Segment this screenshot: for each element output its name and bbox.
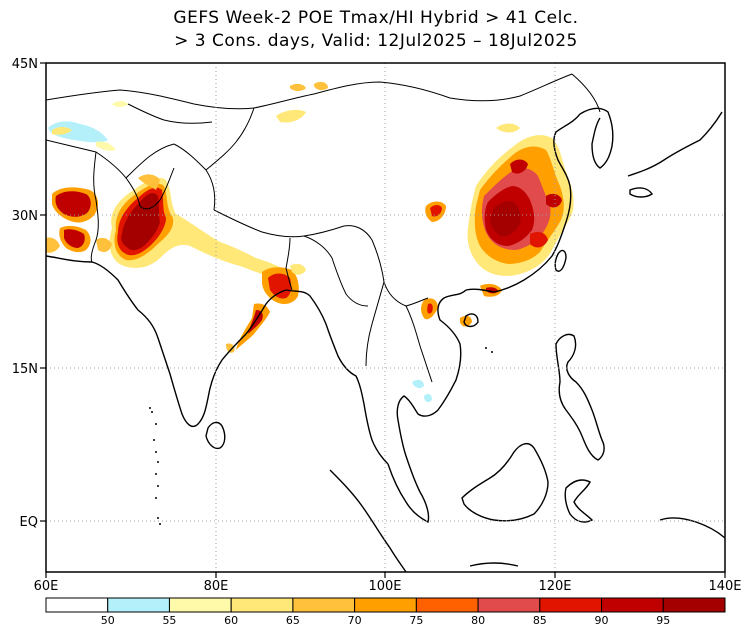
colorbar-label: 55	[162, 614, 176, 627]
lon-label-80e: 80E	[204, 579, 229, 594]
colorbar-label: 70	[348, 614, 362, 627]
gridlines	[46, 63, 725, 572]
colorbar-label: 95	[656, 614, 670, 627]
lat-label-30n: 30N	[12, 209, 38, 224]
lat-label-eq: EQ	[20, 515, 38, 530]
heat-region-mongolia	[290, 83, 306, 91]
colorbar-label: 60	[224, 614, 238, 627]
heat-region-iran-east	[46, 187, 112, 253]
country-borders	[46, 73, 601, 383]
colorbar-swatch	[601, 597, 664, 613]
lat-label-15n: 15N	[12, 362, 38, 377]
coastlines	[46, 107, 725, 572]
lon-label-140e: 140E	[708, 579, 741, 594]
colorbar: 50 55 60 65 70 75 80 85 90 95	[45, 597, 726, 627]
colorbar-swatch	[292, 597, 356, 613]
lon-label-100e: 100E	[368, 579, 401, 594]
heat-region-pakistan	[109, 174, 290, 282]
colorbar-label: 80	[471, 614, 485, 627]
colorbar-swatch	[415, 597, 479, 613]
colorbar-swatch	[45, 597, 109, 613]
heat-region-turkmenistan	[48, 121, 108, 143]
lon-label-120e: 120E	[538, 579, 571, 594]
colorbar-label: 50	[101, 614, 115, 627]
lon-label-60e: 60E	[34, 579, 59, 594]
islands-maldives	[149, 347, 493, 525]
colorbar-swatch	[477, 597, 541, 613]
heat-region-china	[467, 123, 574, 276]
lat-label-45n: 45N	[12, 57, 38, 72]
colorbar-swatch	[230, 597, 294, 613]
colorbar-swatch	[662, 597, 726, 613]
colorbar-swatch	[168, 597, 232, 613]
map-title-line2: > 3 Cons. days, Valid: 12Jul2025 – 18Jul…	[174, 31, 578, 51]
colorbar-label: 85	[533, 614, 547, 627]
colorbar-label: 65	[286, 614, 300, 627]
axis-ticks	[40, 62, 726, 578]
colorbar-swatch	[354, 597, 417, 613]
colorbar-swatch	[539, 597, 603, 613]
colorbar-label: 75	[409, 614, 423, 627]
colorbar-label: 90	[595, 614, 609, 627]
map-title-line1: GEFS Week-2 POE Tmax/HI Hybrid > 41 Celc…	[173, 8, 579, 28]
heat-region-bangladesh	[226, 263, 306, 353]
colorbar-swatch	[107, 597, 170, 613]
